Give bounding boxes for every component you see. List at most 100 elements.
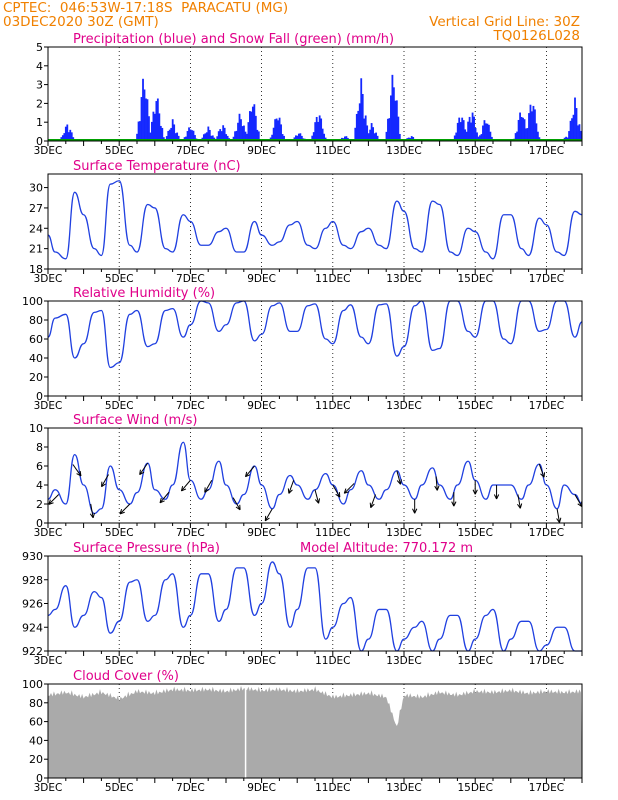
precip-bar <box>300 135 303 141</box>
precip-bar <box>223 127 226 141</box>
header-date: 03DEC2020 30Z (GMT) <box>3 14 159 30</box>
wind-ytick-label: 8 <box>36 441 43 454</box>
precip-bar <box>234 131 236 141</box>
precip-bar <box>170 127 173 141</box>
pressure-xtick-label: 7DEC <box>176 655 205 667</box>
precip-bar <box>226 135 229 141</box>
precip-title: Precipitation (blue) and Snow Fall (gree… <box>73 32 394 47</box>
cloud-xtick-label: 7DEC <box>176 782 205 794</box>
wind-arrow-head <box>139 469 145 476</box>
wind-arrow <box>332 484 341 498</box>
precip-bar <box>387 118 389 141</box>
precip-xtick-label: 9DEC <box>247 145 276 157</box>
wind-title: Surface Wind (m/s) <box>73 413 197 428</box>
wind-arrow <box>119 503 131 515</box>
precip-bar <box>153 113 156 141</box>
wind-arrow-head <box>159 497 165 504</box>
precip-bar <box>222 125 225 141</box>
header-model-code: TQ0126L028 <box>493 28 580 44</box>
precip-bar <box>390 95 392 141</box>
wind-arrow <box>245 465 255 478</box>
wind-arrow-head <box>89 512 95 519</box>
precip-bar <box>299 133 302 141</box>
precip-bar <box>139 121 141 141</box>
precip-bar <box>367 133 370 141</box>
precip-bar <box>486 123 489 141</box>
precip-bar <box>488 124 490 141</box>
wind-ytick-label: 2 <box>36 498 43 511</box>
precip-bar <box>277 120 280 141</box>
precip-bar <box>225 134 228 141</box>
precip-bar <box>391 74 394 141</box>
wind-arrow <box>159 491 170 504</box>
wind-arrow-head <box>180 486 187 492</box>
precip-bar <box>140 97 143 141</box>
wind-xtick-label: 15DEC <box>457 527 492 539</box>
precip-bar <box>394 100 397 141</box>
precip-bar <box>344 136 346 141</box>
wind-xtick-label: 13DEC <box>386 527 421 539</box>
precip-bar <box>247 122 250 141</box>
cloud-xtick-label: 5DEC <box>105 782 134 794</box>
temperature-xtick-label: 9DEC <box>247 273 276 285</box>
precip-ytick-label: 0 <box>36 135 43 148</box>
wind-arrow-head <box>412 508 418 514</box>
wind-arrow <box>314 489 320 504</box>
pressure-ytick-label: 922 <box>22 645 43 658</box>
precip-xtick-label: 7DEC <box>176 145 205 157</box>
temperature-ytick-label: 30 <box>29 182 43 195</box>
precip-bar <box>480 134 483 141</box>
precip-bar <box>345 136 348 141</box>
pressure-series-line <box>47 561 582 652</box>
precip-bar <box>412 136 415 141</box>
wind-arrow-head <box>314 498 321 504</box>
wind-arrow <box>232 497 241 511</box>
wind-frame <box>47 427 583 524</box>
precip-bar <box>189 129 192 141</box>
precip-bar <box>311 135 314 141</box>
wind-arrow <box>48 494 60 505</box>
wind-arrow-head <box>472 489 478 495</box>
precip-bar <box>535 123 538 141</box>
precip-bar <box>191 130 193 141</box>
precip-bar <box>145 98 147 141</box>
precip-bar <box>534 109 536 141</box>
wind-arrow <box>101 474 109 487</box>
wind-arrow <box>181 479 191 492</box>
wind-xtick-label: 11DEC <box>315 527 350 539</box>
precip-bar <box>148 116 150 141</box>
precip-bar <box>522 117 524 141</box>
pressure-ytick-label: 928 <box>22 574 43 587</box>
precip-bar <box>519 112 521 141</box>
humidity-xtick-label: 11DEC <box>315 400 350 412</box>
pressure-frame <box>47 555 583 652</box>
precip-bar <box>146 99 149 141</box>
precip-bar <box>274 119 277 141</box>
precip-bar <box>143 89 146 141</box>
precip-bar <box>152 111 155 141</box>
precip-bar <box>395 100 398 141</box>
precip-bar <box>281 134 284 141</box>
pressure-ytick-label: 926 <box>22 598 43 611</box>
precip-bar <box>202 134 205 141</box>
precip-bar <box>156 98 159 141</box>
cloud-xtick-label: 17DEC <box>529 782 564 794</box>
temperature-xtick-label: 7DEC <box>176 273 205 285</box>
precip-bar <box>385 131 388 141</box>
precip-bar <box>571 118 573 141</box>
precip-bar <box>531 111 533 141</box>
precip-bar <box>188 127 190 141</box>
precip-bar <box>312 132 315 141</box>
precip-bar <box>471 112 474 141</box>
wind-arrow-head <box>493 494 500 500</box>
wind-arrow-head <box>369 502 375 509</box>
temperature-xtick-label: 17DEC <box>529 273 564 285</box>
precip-bar <box>398 133 401 141</box>
humidity-xtick-label: 5DEC <box>105 400 134 412</box>
precip-bar <box>314 122 317 141</box>
precip-bar <box>464 129 467 141</box>
pressure-annotation: Model Altitude: 770.172 m <box>300 541 473 556</box>
temperature-xtick-label: 3DEC <box>34 273 63 285</box>
header-grid-line: Vertical Grid Line: 30Z <box>429 14 580 30</box>
